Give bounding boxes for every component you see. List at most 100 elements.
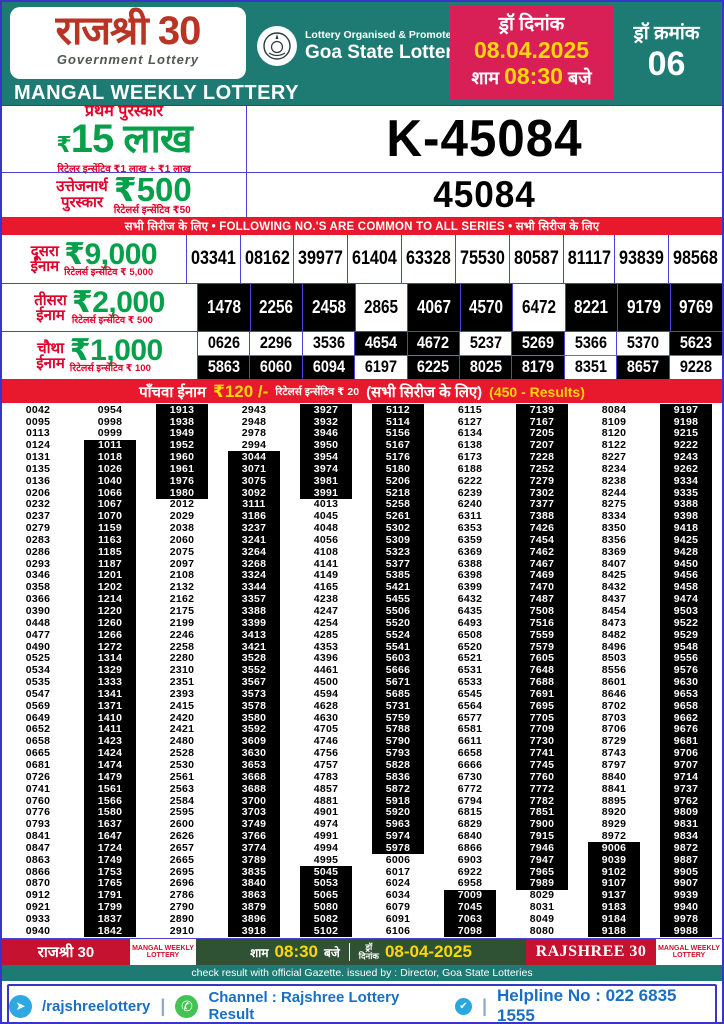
footer-time-prefix: शाम	[250, 945, 269, 960]
third-prize-number-cell: 4067	[408, 284, 461, 331]
third-prize-number-cell: 9769	[670, 284, 722, 331]
result-number-cell: 5974	[372, 830, 424, 843]
result-number-cell: 7915	[516, 830, 568, 843]
result-number-cell: 6359	[457, 533, 483, 546]
result-number-cell: 6581	[457, 723, 483, 736]
result-number-cell: 6521	[457, 652, 483, 665]
result-number-cell: 2657	[169, 841, 195, 854]
result-number-cell: 0232	[25, 498, 51, 511]
organiser-block: Lottery Organised & Promoted By Goa Stat…	[257, 26, 479, 66]
third-prize-number-cell: 8221	[565, 284, 618, 331]
result-number-cell: 3749	[228, 818, 280, 831]
result-number-cell: 8407	[601, 557, 627, 570]
result-number-cell: 7454	[516, 534, 568, 547]
third-prize-numbers: 1478 2256 2458 2865 4067 4570 6472 8221 9179 9769	[198, 284, 722, 331]
result-number-cell: 3774	[228, 842, 280, 855]
result-number-cell: 2480	[169, 735, 195, 748]
result-number-cell: 8556	[601, 664, 627, 677]
result-number-cell: 0999	[97, 427, 123, 440]
telegram-icon[interactable]: ➤	[9, 994, 32, 1018]
result-number-cell: 5102	[300, 925, 352, 937]
goa-state-emblem-icon	[257, 26, 297, 66]
result-number-cell: 3991	[300, 486, 352, 499]
result-number-cell: 1423	[84, 735, 136, 748]
result-number-cell: 9458	[660, 581, 712, 594]
result-number-cell: 3111	[228, 498, 280, 511]
result-number-cell: 2786	[169, 889, 195, 902]
result-number-cell: 4594	[313, 687, 339, 700]
result-number-cell: 2421	[169, 723, 195, 736]
result-number-cell: 5206	[372, 475, 424, 487]
result-number-cell: 3879	[228, 901, 280, 914]
result-number-cell: 6239	[457, 486, 483, 499]
result-number-cell: 3766	[228, 830, 280, 843]
result-number-cell: 1329	[84, 664, 136, 677]
result-number-cell: 7462	[516, 546, 568, 558]
result-number-cell: 9183	[588, 901, 640, 914]
result-number-cell: 1314	[84, 652, 136, 665]
third-prize-number-cell: 6472	[513, 284, 566, 331]
result-number-cell: 9262	[660, 463, 712, 476]
draw-number-value: 06	[647, 45, 686, 83]
result-number-cell: 6188	[457, 462, 483, 475]
result-number-cell: 1791	[84, 889, 136, 902]
result-number-cell: 0933	[25, 912, 51, 925]
result-number-cell: 9762	[660, 794, 712, 807]
fourth-prize-row: चौथा ईनाम ₹1,000 रिटेलर्स इन्सेंटिव ₹ 100…	[2, 332, 722, 380]
result-number-cell: 1561	[84, 783, 136, 795]
result-number-cell: 9188	[588, 925, 640, 937]
result-number-cell: 5114	[372, 415, 424, 428]
result-number-cell: 3835	[228, 865, 280, 878]
result-number-cell: 3863	[228, 889, 280, 902]
fourth-prize-label-box: चौथा ईनाम ₹1,000 रिटेलर्स इन्सेंटिव ₹ 100	[2, 332, 198, 379]
result-number-cell: 3950	[300, 439, 352, 452]
result-number-cell: 6829	[457, 818, 483, 831]
result-number-cell: 2029	[169, 510, 195, 523]
result-number-cell: 8920	[601, 806, 627, 819]
result-number-cell: 0136	[25, 474, 51, 487]
result-number-cell: 3700	[228, 794, 280, 807]
footer-date: 08-04-2025	[384, 942, 472, 961]
result-number-cell: 2910	[169, 924, 195, 937]
whatsapp-icon[interactable]: ✆	[175, 994, 199, 1018]
result-number-cell: 6840	[457, 830, 483, 843]
result-number-cell: 5520	[372, 617, 424, 630]
consolation-amount: ₹500	[113, 170, 192, 208]
result-number-cell: 3974	[300, 463, 352, 476]
result-number-cell: 6173	[457, 451, 483, 464]
result-number-cell: 9653	[660, 688, 712, 701]
telegram-handle[interactable]: /rajshreelottery	[42, 997, 151, 1015]
result-number-cell: 5978	[372, 842, 424, 855]
result-number-cell: 7579	[516, 640, 568, 653]
fourth-prize-number-cell: 5237	[460, 332, 513, 356]
result-number-cell: 2199	[169, 616, 195, 629]
footer-weekly-left: MANGAL WEEKLY LOTTERY	[130, 939, 196, 965]
result-number-cell: 8437	[601, 593, 627, 606]
result-number-cell: 6520	[457, 640, 483, 653]
second-prize-row: दूसरा ईनाम ₹9,000 रिटेलर्स इन्सेंटिव ₹ 5,…	[2, 235, 722, 284]
result-number-cell: 6922	[457, 865, 483, 878]
result-number-cell: 6508	[457, 628, 483, 641]
result-number-cell: 9576	[660, 664, 712, 677]
second-prize-number-cell: 39977	[294, 235, 349, 283]
result-number-cell: 2943	[241, 403, 267, 416]
result-number-cell: 7098	[444, 925, 496, 937]
first-prize-label: प्रथम पुरस्कार	[84, 103, 164, 120]
result-number-cell: 8080	[529, 924, 555, 937]
result-number-cell: 5759	[372, 711, 424, 724]
fourth-prize-number-cell: 8179	[512, 355, 565, 379]
result-number-cell: 5671	[372, 676, 424, 689]
result-number-cell: 4756	[313, 747, 339, 760]
result-number-cell: 7782	[516, 794, 568, 807]
result-number-cell: 8646	[601, 687, 627, 700]
result-number-cell: 2351	[169, 676, 195, 689]
whatsapp-channel[interactable]: Channel : Rajshree Lottery Result	[208, 989, 400, 1023]
result-number-cell: 0681	[25, 759, 51, 771]
result-number-cell: 6024	[385, 877, 411, 890]
helpline-number[interactable]: Helpline No : 022 6835 1555	[496, 986, 677, 1024]
result-number-cell: 9334	[660, 475, 712, 487]
third-prize-number-cell: 2256	[250, 284, 303, 331]
result-number-cell: 4500	[313, 676, 339, 689]
result-number-cell: 8729	[601, 735, 627, 748]
